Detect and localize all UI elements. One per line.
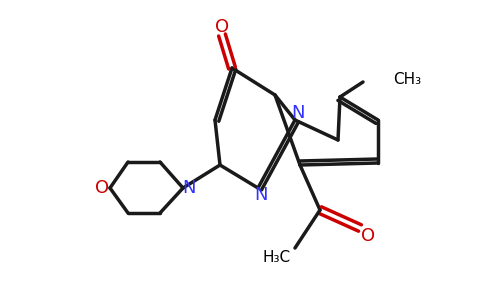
Text: H₃C: H₃C: [263, 250, 291, 266]
Text: O: O: [361, 227, 375, 245]
Text: N: N: [254, 186, 268, 204]
Text: CH₃: CH₃: [393, 73, 421, 88]
Text: N: N: [182, 179, 196, 197]
Text: O: O: [215, 18, 229, 36]
Text: O: O: [95, 179, 109, 197]
Text: N: N: [291, 104, 305, 122]
